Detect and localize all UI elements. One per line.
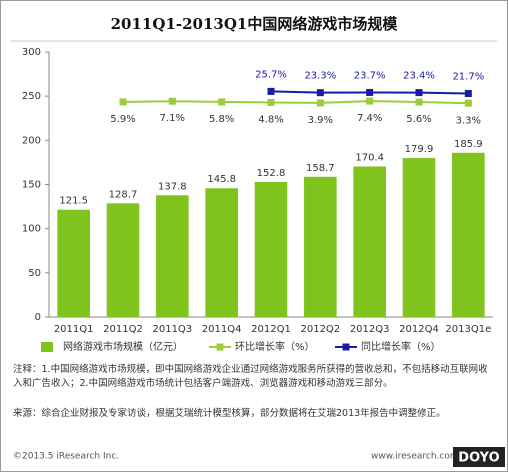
legend-swatch	[41, 342, 53, 352]
x-tick-label: 2011Q3	[152, 324, 192, 335]
y-tick-label: 200	[22, 135, 41, 146]
line-marker	[316, 99, 324, 107]
value-label: 158.7	[306, 163, 335, 174]
line-marker	[316, 89, 324, 97]
bar	[205, 188, 238, 317]
line-marker	[366, 88, 374, 96]
line-marker	[415, 89, 423, 97]
x-tick-label: 2013Q1e	[445, 324, 491, 335]
x-tick-label: 2011Q1	[54, 324, 94, 335]
watermark: DOYO	[458, 451, 499, 466]
line	[122, 100, 469, 105]
value-label: 179.9	[405, 144, 434, 155]
legend-marker	[342, 343, 350, 351]
bar	[57, 209, 90, 317]
x-tick-label: 2012Q4	[399, 324, 439, 335]
value-label: 185.9	[454, 139, 483, 150]
y-tick-label: 300	[22, 47, 41, 58]
note: 来源：综合企业财报及专家访谈，根据艾瑞统计模型核算，部分数据将在艾瑞2013年报…	[13, 408, 446, 419]
x-tick-label: 2012Q1	[251, 324, 291, 335]
bar	[106, 203, 140, 317]
y-tick-label: 250	[22, 91, 41, 102]
y-tick-label: 150	[22, 180, 41, 191]
value-label: 5.9%	[110, 114, 135, 125]
bar	[353, 166, 386, 317]
value-label: 7.1%	[160, 113, 185, 124]
line-marker	[267, 87, 275, 95]
value-label: 3.9%	[308, 115, 333, 126]
bar	[156, 195, 189, 317]
value-label: 23.7%	[354, 70, 386, 81]
line-marker	[218, 98, 226, 106]
value-label: 128.7	[109, 189, 138, 200]
legend-label: 同比增长率（%）	[361, 340, 441, 353]
value-label: 170.4	[355, 152, 384, 163]
legend-marker	[216, 343, 224, 351]
footer-left: ©2013.5 iResearch Inc.	[13, 452, 119, 462]
value-label: 23.3%	[304, 71, 336, 82]
value-label: 5.6%	[406, 114, 431, 125]
y-tick-label: 50	[28, 268, 41, 279]
line-marker	[267, 98, 275, 106]
value-label: 4.8%	[258, 114, 283, 125]
bar	[402, 158, 436, 317]
legend-label: 环比增长率（%）	[235, 340, 315, 353]
value-label: 5.8%	[209, 114, 234, 125]
note: 注释：1.中国网络游戏市场规模，即中国网络游戏企业通过网络游戏服务所获得的营收总…	[13, 364, 488, 389]
footer-right: www.iresearch.com.cn	[371, 452, 472, 462]
value-label: 3.3%	[456, 115, 481, 126]
y-tick-label: 100	[22, 224, 41, 235]
line-marker	[168, 97, 176, 105]
value-label: 23.4%	[403, 71, 435, 82]
value-label: 25.7%	[255, 69, 287, 80]
value-label: 7.4%	[357, 113, 382, 124]
bar	[452, 152, 485, 317]
bar	[304, 176, 337, 317]
y-tick-label: 0	[35, 312, 41, 323]
value-label: 145.8	[207, 174, 236, 185]
watermark-bg	[453, 447, 505, 467]
line-marker	[415, 98, 423, 106]
x-tick-label: 2011Q4	[202, 324, 242, 335]
line-marker	[464, 99, 472, 107]
value-label: 152.8	[257, 168, 286, 179]
value-label: 137.8	[158, 181, 187, 192]
value-label: 21.7%	[452, 71, 484, 82]
legend-label: 网络游戏市场规模（亿元）	[63, 340, 183, 353]
x-tick-label: 2011Q2	[103, 324, 143, 335]
chart-title: 2011Q1-2013Q1中国网络游戏市场规模	[111, 15, 399, 33]
x-tick-label: 2012Q2	[300, 324, 340, 335]
line-marker	[119, 98, 127, 106]
bar	[254, 182, 288, 317]
x-tick-label: 2012Q3	[350, 324, 390, 335]
line-marker	[464, 89, 472, 97]
value-label: 121.5	[59, 196, 88, 207]
line-marker	[366, 97, 374, 105]
